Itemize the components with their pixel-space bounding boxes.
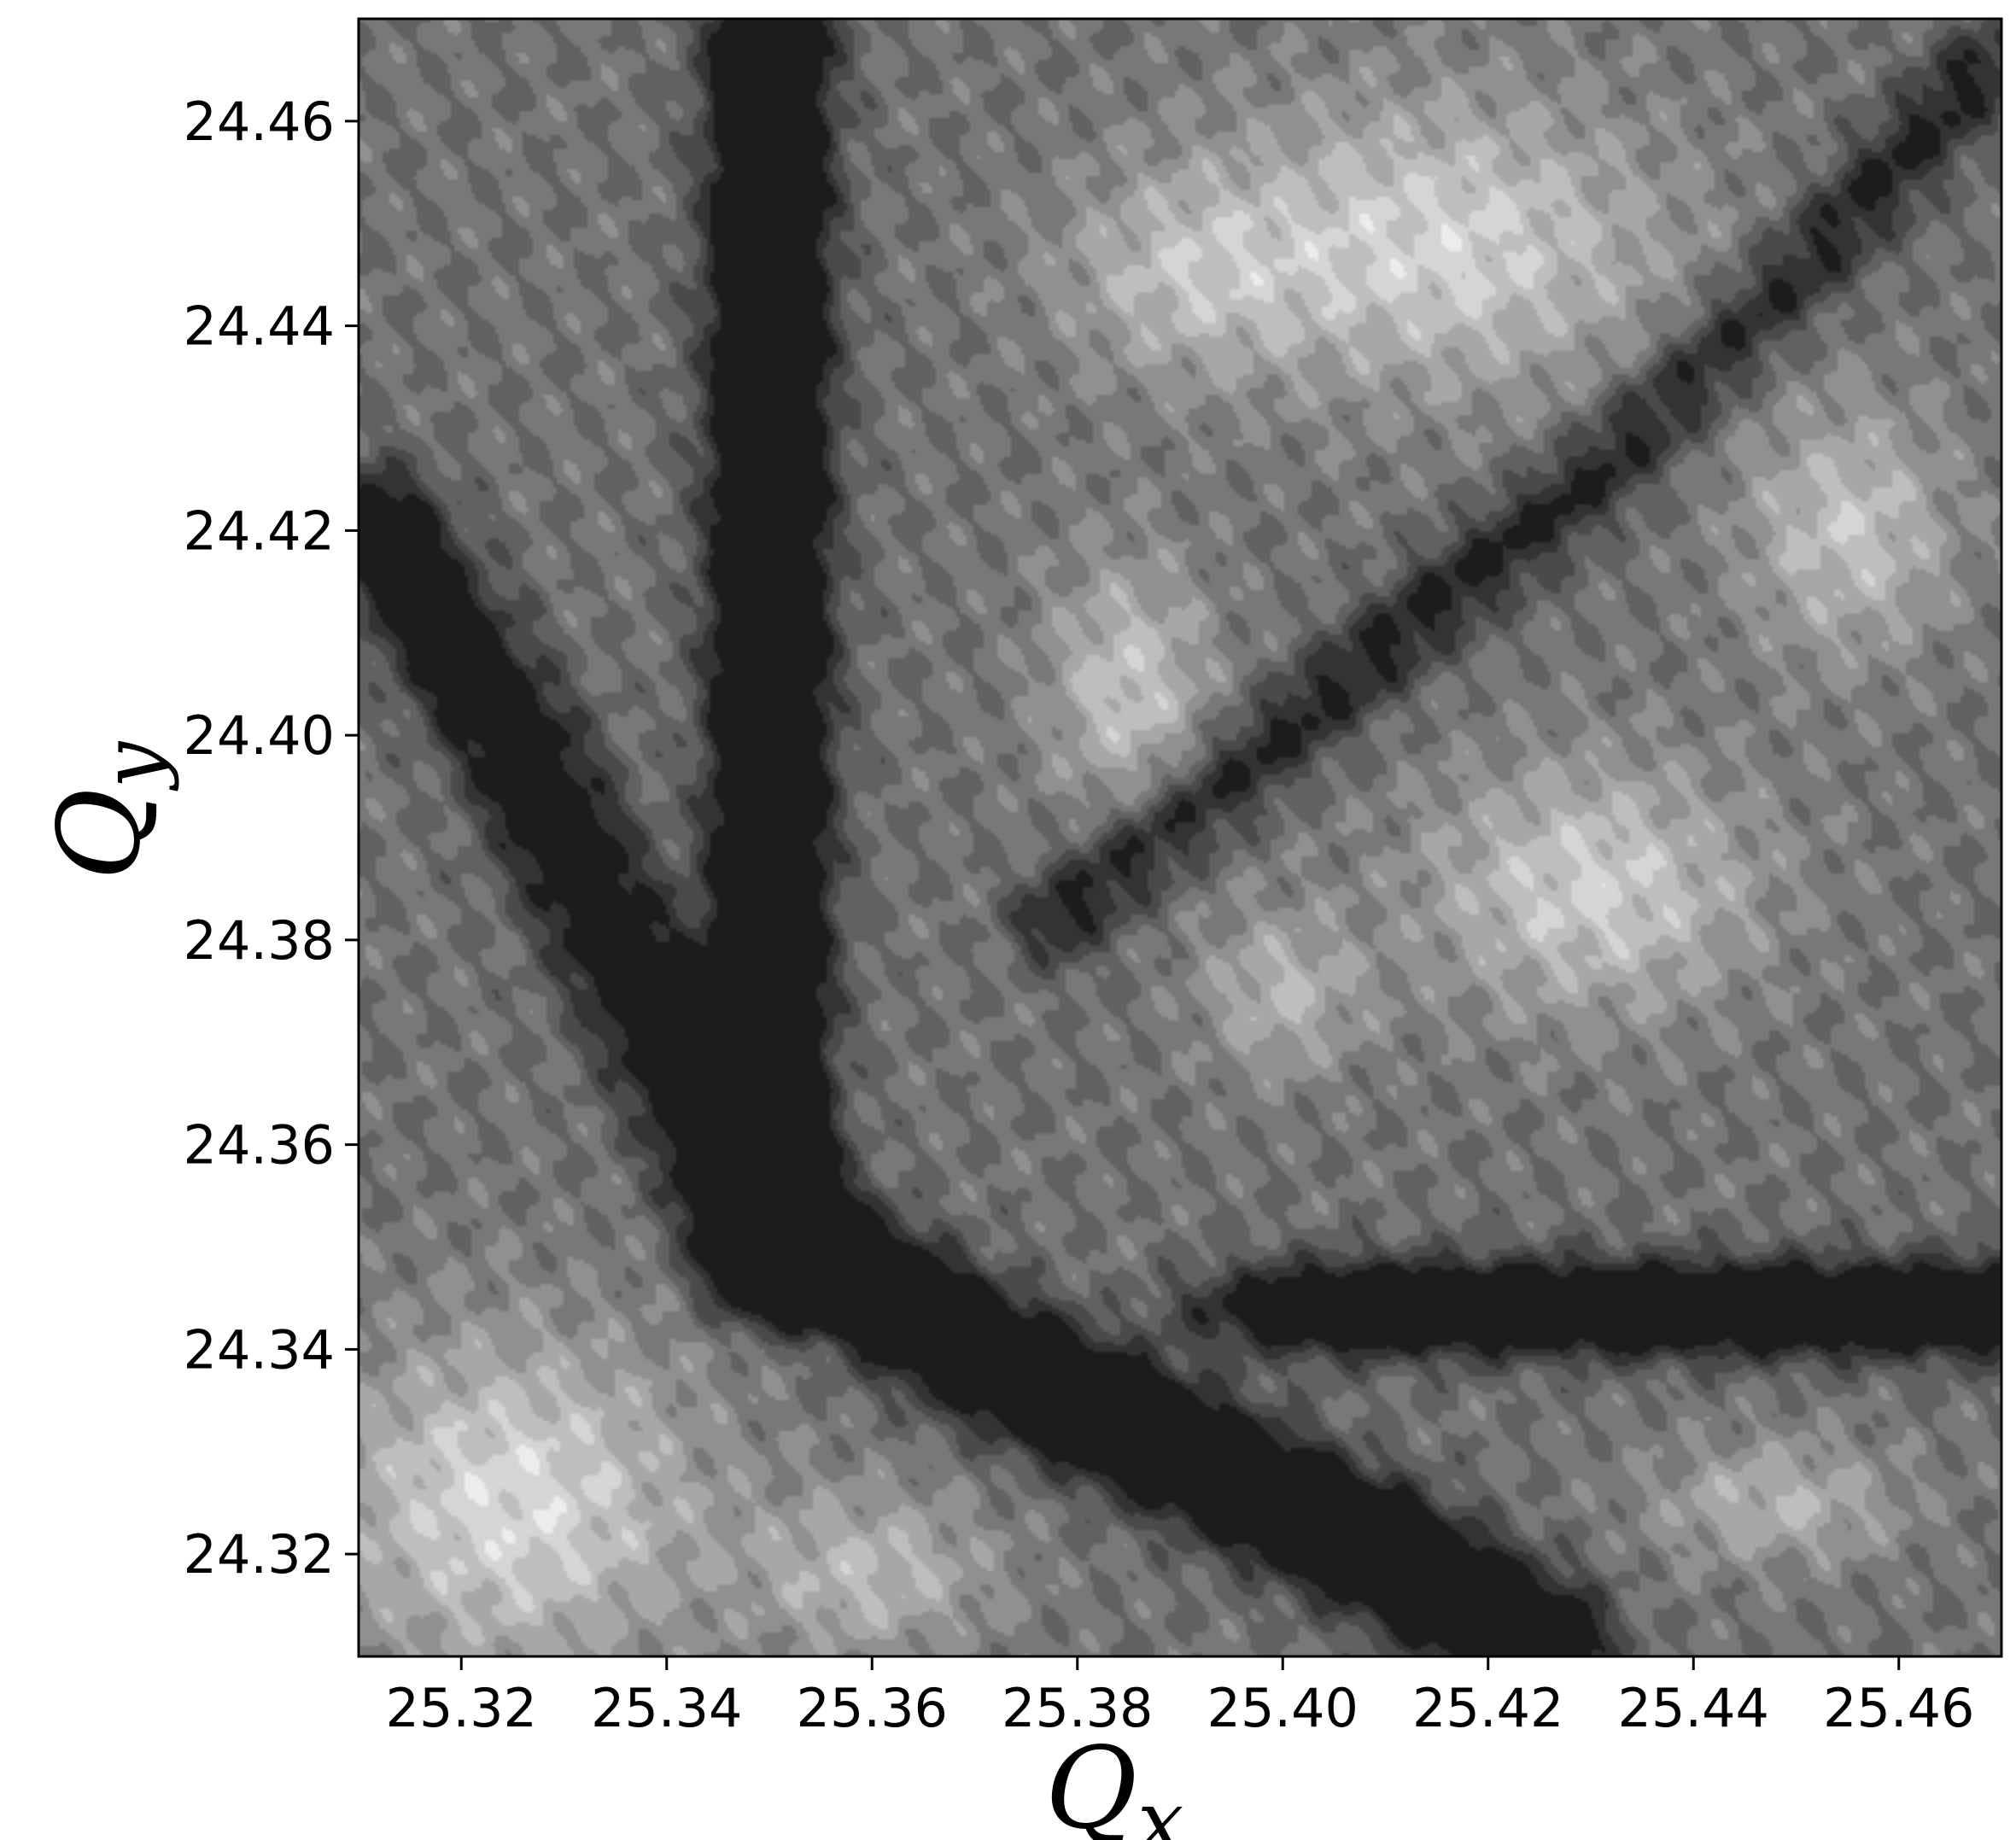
x-axis-label-subscript: x <box>1137 1773 1183 1840</box>
x-tick-label: 25.32 <box>386 1677 538 1739</box>
plot-frame <box>357 17 2003 1658</box>
y-tick-label: 24.32 <box>184 1523 336 1586</box>
y-tick-label: 24.38 <box>184 909 336 972</box>
y-axis-label-base: Q <box>34 788 166 880</box>
x-tick-label: 25.44 <box>1618 1677 1770 1739</box>
y-tick-label: 24.42 <box>184 499 336 562</box>
x-tick-label: 25.36 <box>797 1677 949 1739</box>
plot-area <box>357 17 2003 1658</box>
x-axis-label-base: Q <box>1045 1723 1137 1840</box>
x-tick-label: 25.38 <box>1002 1677 1154 1739</box>
y-axis-label-subscript: y <box>85 740 180 791</box>
y-axis-ticks: 24.32 24.34 24.36 24.38 24.40 24.42 24.44 24.46 <box>184 91 359 1586</box>
y-tick-label: 24.46 <box>184 91 336 153</box>
y-tick-label: 24.44 <box>184 295 336 358</box>
x-tick-label: 25.40 <box>1207 1677 1359 1739</box>
x-tick-label: 25.46 <box>1823 1677 1975 1739</box>
y-tick-label: 24.34 <box>184 1318 336 1381</box>
x-axis-ticks: 25.32 25.34 25.36 25.38 25.40 25.42 25.44 25.46 <box>386 1656 1975 1739</box>
y-axis-label: Qy <box>34 740 180 880</box>
y-tick-label: 24.36 <box>184 1114 336 1177</box>
y-tick-label: 24.40 <box>184 704 336 767</box>
x-tick-label: 25.42 <box>1412 1677 1564 1739</box>
x-axis-label: Qx <box>1045 1723 1183 1840</box>
x-tick-label: 25.34 <box>591 1677 743 1739</box>
heatmap-image <box>359 19 2001 1656</box>
